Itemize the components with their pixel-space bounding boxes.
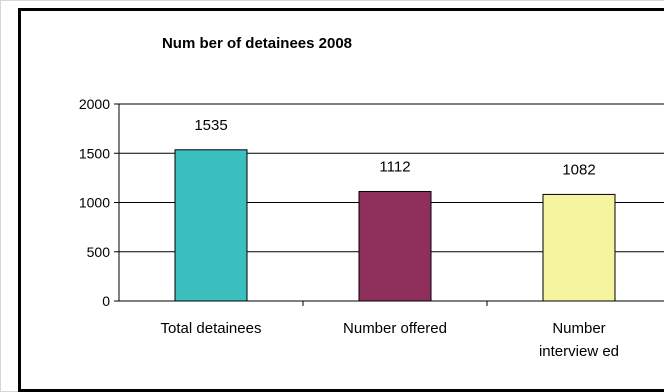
y-tick-label: 2000 [79,96,110,112]
chart-frame: Num ber of detainees 2008 0 500 1000 1500 20… [18,8,664,392]
y-tick-label: 0 [102,293,110,309]
bar [174,149,248,302]
data-label: 1112 [379,158,410,175]
y-tick-label: 500 [87,244,111,260]
x-tick-label: interview ed [539,343,619,360]
bar [358,190,432,302]
x-tick-label: Number offered [343,320,447,337]
x-tick-label: Total detainees [161,320,262,337]
bars [174,149,616,302]
labels: 0 500 1000 1500 2000 1535 Total detainees 1112 N… [79,96,619,360]
y-tick-label: 1000 [79,195,110,211]
data-label: 1535 [194,117,227,134]
x-tick-label: Number [552,320,605,337]
data-label: 1082 [562,161,595,178]
chart-title: Num ber of detainees 2008 [162,35,352,52]
y-tick-label: 1500 [79,145,110,161]
bar [542,193,616,302]
bar-chart: Num ber of detainees 2008 0 500 1000 1500 20… [79,35,664,360]
